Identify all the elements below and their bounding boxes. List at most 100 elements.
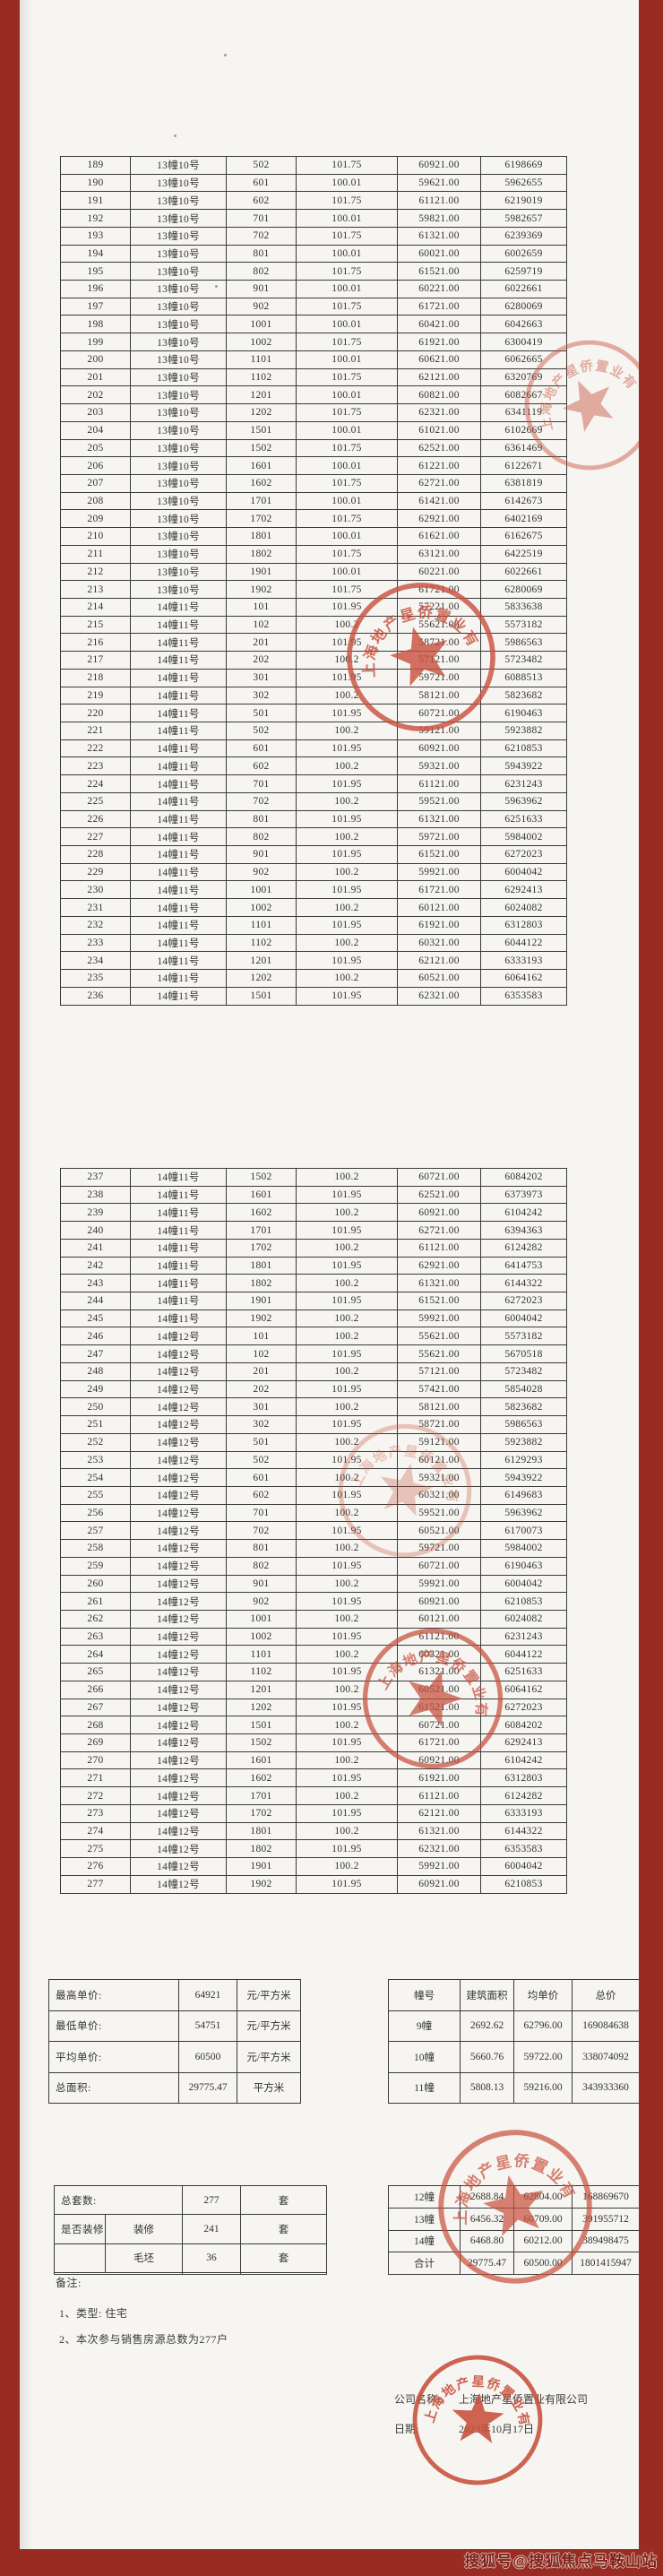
table-cell: 5962655 xyxy=(480,173,567,193)
table-cell: 60121.00 xyxy=(397,898,481,917)
table-cell: 套 xyxy=(240,2214,328,2244)
table-cell: 建筑面积 xyxy=(460,1979,514,2011)
table-cell: 6373973 xyxy=(480,1185,567,1205)
table-cell: 14幢12号 xyxy=(130,1344,227,1363)
table-cell: 14幢11号 xyxy=(130,1203,227,1223)
table-cell: 1101 xyxy=(226,915,297,935)
table-cell: 6394363 xyxy=(480,1221,567,1240)
date-label: 日期: xyxy=(394,2423,419,2435)
table-cell: 1802 xyxy=(226,1274,297,1293)
table-row: 208 13幢10号 1701 100.01 61421.00 6142673 xyxy=(60,491,567,511)
table-cell: 100.2 xyxy=(296,686,398,705)
table-cell: 268 xyxy=(60,1716,131,1734)
table-cell: 101.95 xyxy=(296,1733,398,1752)
table-cell: 1601 xyxy=(226,1185,297,1205)
table-cell: 6190463 xyxy=(480,1556,567,1576)
table-cell: 193 xyxy=(60,226,131,246)
table-cell: 6341119 xyxy=(480,403,567,422)
table-cell: 元/平方米 xyxy=(237,2010,301,2042)
price-list-table-2: 237 14幢11号 1502 100.2 60721.00 6084202 238 14幢1… xyxy=(60,1168,567,1895)
table-cell: 6198669 xyxy=(480,156,567,175)
table-cell: 100.01 xyxy=(296,350,398,369)
table-cell: 毛坯 xyxy=(104,2243,184,2274)
table-cell: 201 xyxy=(60,367,131,387)
table-row: 245 14幢11号 1902 100.2 59921.00 6004042 xyxy=(60,1309,567,1328)
table-cell: 13幢10号 xyxy=(130,333,227,351)
table-cell: 6084202 xyxy=(480,1716,567,1734)
table-cell: 1102 xyxy=(226,1663,297,1681)
remark-item-2: 2、本次参与销售房源总数为277户 xyxy=(59,2333,228,2346)
table-row: 平均单价: 60500 元/平方米 xyxy=(48,2041,301,2073)
table-cell: 202 xyxy=(226,651,297,670)
table-cell: 1202 xyxy=(226,969,297,988)
table-cell: 14幢11号 xyxy=(130,756,227,776)
table-cell: 61521.00 xyxy=(397,1292,481,1310)
table-cell: 236 xyxy=(60,986,131,1007)
table-cell: 801 xyxy=(226,1539,297,1558)
table-cell: 101.95 xyxy=(296,1185,398,1205)
table-cell: 2692.62 xyxy=(460,2010,514,2042)
table-cell: 60721.00 xyxy=(397,1168,481,1187)
table-cell: 246 xyxy=(60,1327,131,1346)
table-cell: 218 xyxy=(60,668,131,687)
table-cell: 14幢12号 xyxy=(130,1327,227,1346)
table-cell: 255 xyxy=(60,1485,131,1505)
table-cell: 60500.00 xyxy=(513,2252,573,2275)
table-cell: 6124282 xyxy=(480,1238,567,1258)
table-cell: 6353583 xyxy=(480,1839,567,1859)
table-cell: 237 xyxy=(60,1168,131,1187)
table-cell: 5982657 xyxy=(480,209,567,228)
price-list-table-1-body: 189 13幢10号 502 101.75 60921.00 6198669 190 13幢1… xyxy=(60,156,567,1007)
table-row: 201 13幢10号 1102 101.75 62121.00 6320769 xyxy=(60,367,567,387)
table-cell: 5943922 xyxy=(480,756,567,776)
red-company-seal-stamp: 上海地产星侨置业有限公司 xyxy=(412,2355,543,2485)
table-cell: 6024082 xyxy=(480,1609,567,1629)
table-row: 218 14幢11号 301 101.95 59721.00 6088513 xyxy=(60,668,567,687)
table-cell: 100.01 xyxy=(296,244,398,264)
table-cell: 252 xyxy=(60,1432,131,1452)
table-cell: 190 xyxy=(60,173,131,193)
table-cell: 261 xyxy=(60,1592,131,1611)
table-cell: 100.2 xyxy=(296,1821,398,1841)
table-cell: 14幢 xyxy=(388,2229,461,2253)
table-cell: 189 xyxy=(60,156,131,175)
table-cell: 5986563 xyxy=(480,633,567,653)
table-cell: 5573182 xyxy=(480,1327,567,1346)
table-row: 240 14幢11号 1701 101.95 62721.00 6394363 xyxy=(60,1221,567,1240)
table-cell: 239 xyxy=(60,1203,131,1223)
table-cell: 6062665 xyxy=(480,350,567,369)
table-cell: 221 xyxy=(60,722,131,740)
table-cell: 1702 xyxy=(226,509,297,529)
table-cell: 14幢11号 xyxy=(130,1274,227,1293)
table-cell: 57221.00 xyxy=(397,597,481,617)
table-cell: 6292413 xyxy=(480,1733,567,1752)
table-row: 275 14幢12号 1802 101.95 62321.00 6353583 xyxy=(60,1839,567,1859)
table-cell: 61621.00 xyxy=(397,527,481,546)
table-cell: 202 xyxy=(60,385,131,405)
table-cell: 装修 xyxy=(104,2214,184,2244)
table-cell: 338074092 xyxy=(572,2041,639,2073)
table-cell: 平方米 xyxy=(237,2071,301,2104)
table-cell: 61721.00 xyxy=(397,580,481,599)
table-cell: 13幢10号 xyxy=(130,297,227,316)
table-cell: 6210853 xyxy=(480,1592,567,1611)
table-cell: 14幢11号 xyxy=(130,651,227,670)
table-row: 13幢 6456.32 60709.00 391955712 xyxy=(388,2207,639,2231)
company-name-row: 公司名称: 上海地产星侨置业有限公司 xyxy=(394,2391,588,2407)
table-row: 257 14幢12号 702 101.95 60521.00 6170073 xyxy=(60,1521,567,1541)
table-cell: 100.2 xyxy=(296,1203,398,1223)
table-cell xyxy=(240,2272,328,2275)
table-cell: 14幢12号 xyxy=(130,1768,227,1788)
table-cell: 13幢10号 xyxy=(130,544,227,564)
table-cell: 6004042 xyxy=(480,1309,567,1328)
table-cell: 601 xyxy=(226,1468,297,1487)
table-cell: 36 xyxy=(182,2243,242,2274)
table-cell: 901 xyxy=(226,280,297,298)
table-cell: 62321.00 xyxy=(397,986,481,1007)
table-row: 254 14幢12号 601 100.2 59321.00 5943922 xyxy=(60,1468,567,1487)
table-cell: 101.95 xyxy=(296,1379,398,1399)
table-cell: 5984002 xyxy=(480,827,567,847)
table-cell: 1602 xyxy=(226,473,297,493)
table-cell: 14幢12号 xyxy=(130,1803,227,1823)
